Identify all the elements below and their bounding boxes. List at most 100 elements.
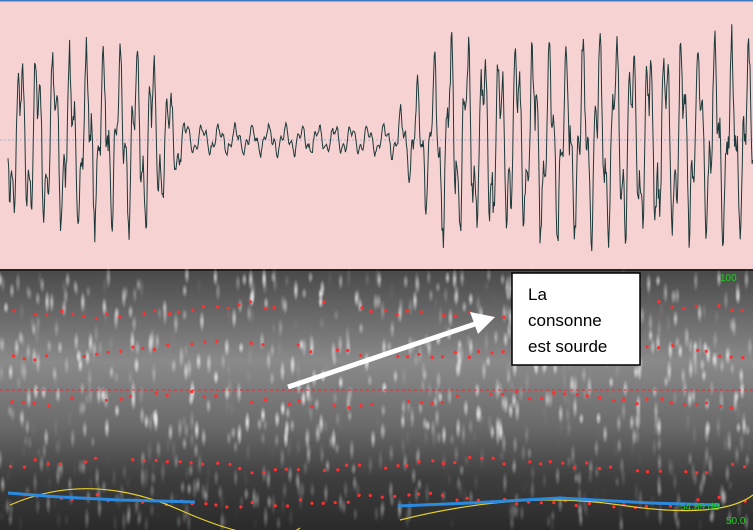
- formant-dot: [406, 400, 411, 404]
- harmonic-blob: [245, 441, 252, 462]
- formant-dot: [154, 458, 158, 462]
- harmonic-blob: [364, 271, 371, 288]
- formant-dot: [729, 406, 734, 410]
- formant-dot: [263, 398, 268, 402]
- formant-dot: [225, 505, 229, 509]
- harmonic-blob: [34, 495, 41, 515]
- harmonic-blob: [131, 285, 138, 304]
- formant-dot: [152, 309, 157, 313]
- harmonic-blob: [441, 424, 447, 446]
- harmonic-blob: [703, 420, 710, 444]
- harmonic-blob: [541, 471, 548, 489]
- harmonic-blob: [196, 451, 203, 476]
- harmonic-blob: [337, 333, 344, 356]
- harmonic-blob: [593, 438, 600, 458]
- formant-dot: [645, 470, 650, 474]
- formant-dot: [514, 390, 519, 394]
- harmonic-blob: [265, 349, 272, 372]
- harmonic-blob: [270, 491, 277, 516]
- harmonic-blob: [459, 268, 466, 288]
- formant-dot: [119, 349, 123, 353]
- harmonic-blob: [427, 288, 434, 303]
- formant-dot: [455, 498, 459, 502]
- harmonic-blob: [295, 359, 302, 381]
- formant-dot: [696, 498, 700, 502]
- harmonic-blob: [509, 514, 515, 530]
- formant-dot: [704, 401, 709, 405]
- formant-dot: [440, 493, 445, 497]
- harmonic-blob: [308, 339, 315, 357]
- formant-dot: [273, 468, 277, 472]
- harmonic-blob: [565, 418, 572, 439]
- harmonic-blob: [111, 468, 118, 489]
- formant-dot: [119, 397, 123, 401]
- harmonic-blob: [318, 316, 325, 330]
- harmonic-blob: [692, 356, 699, 378]
- waveform-line: [7, 24, 753, 252]
- harmonic-blob: [277, 317, 284, 339]
- harmonic-blob: [572, 395, 578, 419]
- harmonic-blob: [48, 291, 55, 314]
- harmonic-blob: [113, 307, 119, 331]
- harmonic-blob: [434, 281, 441, 294]
- harmonic-blob: [485, 355, 492, 368]
- harmonic-blob: [381, 381, 388, 394]
- harmonic-blob: [696, 302, 703, 324]
- harmonic-blob: [738, 366, 745, 385]
- harmonic-blob: [501, 471, 508, 495]
- formant-dot: [419, 401, 424, 405]
- harmonic-blob: [618, 515, 625, 530]
- formant-dot: [204, 502, 208, 506]
- harmonic-blob: [444, 270, 451, 285]
- harmonic-blob: [54, 438, 61, 456]
- harmonic-blob: [217, 484, 224, 501]
- harmonic-blob: [645, 272, 652, 295]
- harmonic-blob: [499, 272, 506, 287]
- harmonic-blob: [377, 449, 384, 472]
- formant-dot: [552, 391, 556, 395]
- harmonic-blob: [283, 418, 290, 438]
- formant-dot: [189, 461, 193, 465]
- formant-dot: [94, 456, 98, 460]
- harmonic-blob: [63, 514, 70, 527]
- harmonic-blob: [146, 439, 153, 464]
- formant-dot: [396, 464, 400, 468]
- formant-dot: [347, 406, 351, 410]
- harmonic-blob: [656, 317, 663, 341]
- formant-dot: [743, 465, 747, 469]
- harmonic-blob: [32, 382, 39, 401]
- formant-dot: [333, 501, 337, 505]
- harmonic-blob: [436, 430, 442, 445]
- harmonic-blob: [443, 286, 449, 299]
- harmonic-blob: [97, 394, 103, 409]
- formant-dot: [47, 403, 51, 408]
- harmonic-blob: [402, 273, 409, 290]
- harmonic-blob: [127, 370, 134, 386]
- harmonic-blob: [13, 337, 20, 358]
- harmonic-blob: [231, 307, 238, 330]
- harmonic-blob: [71, 460, 78, 480]
- harmonic-blob: [634, 427, 641, 446]
- harmonic-blob: [135, 513, 142, 527]
- harmonic-blob: [690, 460, 697, 483]
- harmonic-blob: [66, 475, 73, 493]
- harmonic-blob: [274, 410, 281, 429]
- harmonic-blob: [183, 420, 190, 440]
- formant-dot: [405, 355, 410, 359]
- harmonic-blob: [13, 361, 19, 376]
- harmonic-blob: [628, 413, 635, 432]
- harmonic-blob: [417, 401, 424, 416]
- harmonic-blob: [200, 427, 207, 448]
- harmonic-blob: [347, 385, 353, 403]
- formant-dot: [467, 355, 471, 359]
- harmonic-blob: [191, 476, 198, 501]
- harmonic-blob: [46, 474, 53, 490]
- formant-dot: [635, 402, 639, 406]
- harmonic-blob: [651, 438, 658, 457]
- harmonic-blob: [165, 431, 172, 455]
- harmonic-blob: [665, 312, 672, 336]
- harmonic-blob: [705, 343, 712, 367]
- harmonic-blob: [26, 287, 33, 302]
- harmonic-blob: [125, 475, 132, 490]
- harmonic-blob: [701, 301, 708, 322]
